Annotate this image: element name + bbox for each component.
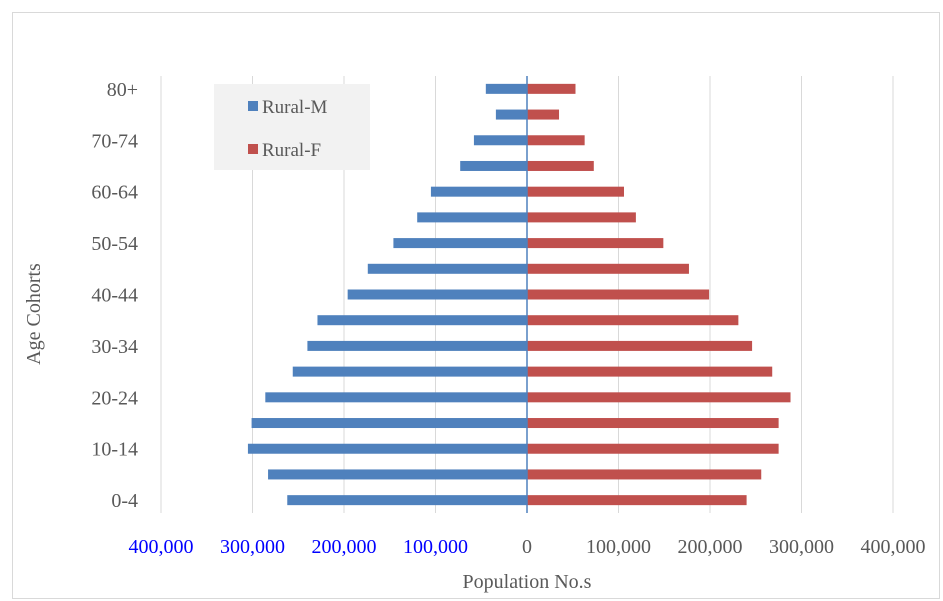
bar-rural-f-60-64 (527, 186, 624, 197)
bar-rural-m-30-34 (307, 340, 527, 351)
legend: Rural-M Rural-F (214, 84, 370, 170)
bar-rural-m-65-69 (460, 160, 527, 171)
y-tick-label-80plus: 80+ (107, 79, 138, 101)
bar-rural-m-75-79 (495, 109, 527, 120)
bar-rural-m-35-39 (317, 315, 527, 326)
x-axis-title: Population No.s (463, 571, 592, 593)
bar-rural-m-20-24 (265, 392, 527, 403)
bar-rural-m-55-59 (417, 212, 527, 223)
y-tick-label-30-34: 30-34 (91, 336, 138, 358)
legend-swatch-rural-f (248, 144, 258, 154)
bar-rural-f-65-69 (527, 160, 594, 171)
legend-label-rural-m: Rural-M (262, 97, 328, 118)
bar-rural-m-0-4 (287, 495, 527, 506)
y-tick-label-20-24: 20-24 (91, 387, 138, 409)
bar-rural-m-25-29 (292, 366, 527, 377)
x-tick-label-7: 300,000 (769, 536, 834, 558)
bar-rural-m-45-49 (367, 263, 527, 274)
y-tick-labels: 0-4 10-14 20-24 30-34 40-44 50-54 60-64 70-74 80… (91, 79, 138, 512)
bar-rural-m-70-74 (473, 135, 527, 146)
bar-rural-m-80plus (485, 83, 527, 94)
y-axis-title: Age Cohorts (23, 263, 45, 365)
bar-rural-m-50-54 (393, 238, 527, 249)
y-tick-label-70-74: 70-74 (91, 130, 138, 152)
bar-rural-f-55-59 (527, 212, 636, 223)
legend-label-rural-f: Rural-F (262, 140, 321, 161)
y-tick-label-50-54: 50-54 (91, 233, 138, 255)
bar-rural-f-45-49 (527, 263, 689, 274)
legend-background (214, 84, 370, 170)
legend-swatch-rural-m (248, 101, 258, 111)
x-tick-labels: 400,000 300,000 200,000 100,000 0 100,000 200,… (129, 536, 926, 558)
y-tick-label-60-64: 60-64 (91, 182, 138, 204)
y-tick-label-10-14: 10-14 (91, 439, 138, 461)
x-tick-label-0: 400,000 (129, 536, 194, 558)
bar-rural-m-5-9 (268, 469, 527, 480)
bar-rural-m-10-14 (247, 443, 528, 454)
bar-rural-f-50-54 (527, 238, 664, 249)
y-tick-label-0-4: 0-4 (111, 490, 138, 512)
bar-rural-f-35-39 (527, 315, 739, 326)
bar-rural-f-40-44 (527, 289, 710, 300)
x-tick-label-8: 400,000 (861, 536, 926, 558)
x-tick-label-6: 200,000 (678, 536, 743, 558)
bar-rural-m-15-19 (251, 418, 527, 429)
bar-rural-f-20-24 (527, 392, 791, 403)
bar-rural-f-15-19 (527, 418, 779, 429)
bar-rural-f-25-29 (527, 366, 773, 377)
bar-rural-f-0-4 (527, 495, 747, 506)
x-tick-label-3: 100,000 (403, 536, 468, 558)
x-tick-label-4: 0 (522, 536, 532, 558)
y-tick-label-40-44: 40-44 (91, 285, 138, 307)
x-tick-label-5: 100,000 (586, 536, 651, 558)
bar-rural-f-10-14 (527, 443, 779, 454)
bar-rural-m-40-44 (347, 289, 527, 300)
bars (247, 83, 791, 506)
x-tick-label-1: 300,000 (220, 536, 285, 558)
bar-rural-f-5-9 (527, 469, 762, 480)
x-tick-label-2: 200,000 (312, 536, 377, 558)
bar-rural-f-70-74 (527, 135, 585, 146)
bar-rural-f-30-34 (527, 340, 753, 351)
bar-rural-f-80plus (527, 83, 576, 94)
bar-rural-f-75-79 (527, 109, 560, 120)
bar-rural-m-60-64 (430, 186, 527, 197)
